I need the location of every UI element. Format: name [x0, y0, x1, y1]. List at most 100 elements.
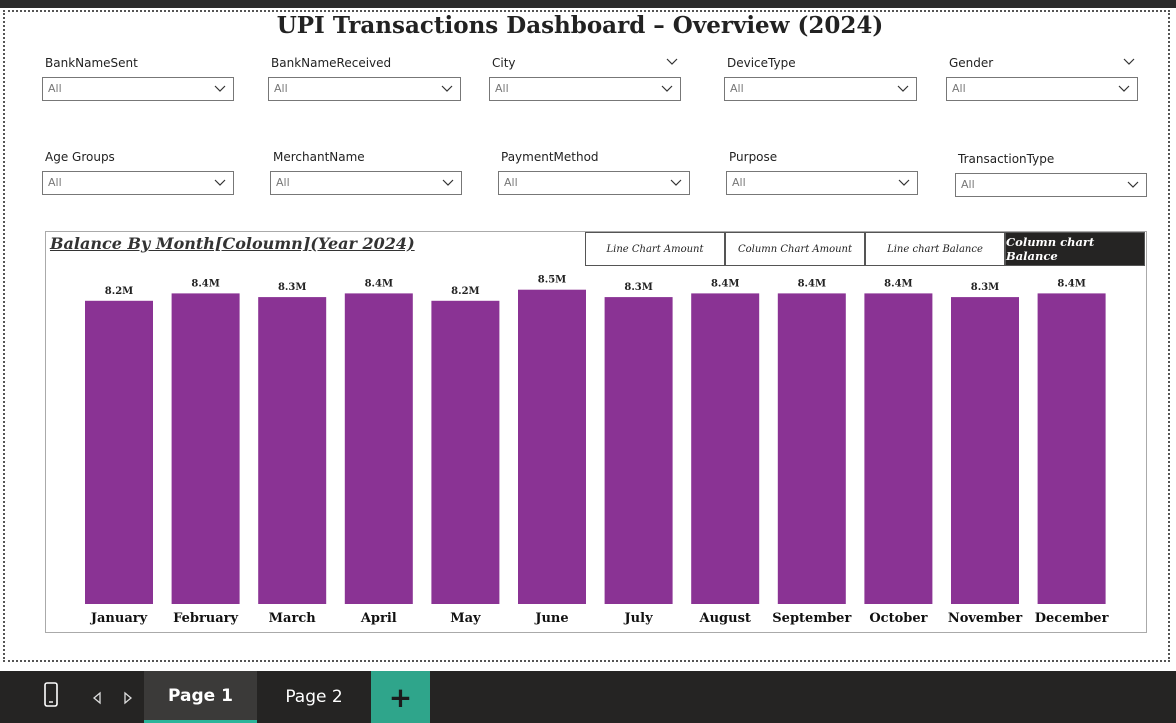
- slicer-label: DeviceType: [727, 56, 796, 70]
- x-tick-label: May: [450, 611, 481, 626]
- data-label: 8.4M: [191, 278, 219, 289]
- slicer-dropdown[interactable]: All: [955, 173, 1147, 197]
- next-page-icon[interactable]: [121, 690, 135, 705]
- slicer-label: PaymentMethod: [501, 150, 599, 164]
- prev-page-icon[interactable]: [90, 690, 104, 705]
- slicer-label-text: City: [492, 56, 516, 70]
- slicer-bank-name-received[interactable]: BankNameReceived All: [268, 56, 461, 101]
- chevron-down-icon[interactable]: [665, 54, 679, 68]
- slicer-value: All: [504, 176, 518, 189]
- slicer-label: MerchantName: [273, 150, 365, 164]
- slicer-value: All: [48, 176, 62, 189]
- chevron-down-icon[interactable]: [441, 175, 455, 189]
- slicer-city[interactable]: City All: [489, 56, 681, 101]
- slicer-dropdown[interactable]: All: [268, 77, 461, 101]
- bar-january[interactable]: [85, 300, 153, 604]
- x-tick-label: January: [90, 611, 148, 626]
- slicer-value: All: [276, 176, 290, 189]
- tab-page-2[interactable]: Page 2: [285, 687, 343, 707]
- data-label: 8.2M: [105, 286, 133, 297]
- bar-march[interactable]: [258, 297, 327, 604]
- toggle-column-chart-amount[interactable]: Column Chart Amount: [725, 232, 865, 266]
- bar-june[interactable]: [518, 289, 586, 604]
- bar-november[interactable]: [951, 297, 1019, 604]
- bar-august[interactable]: [691, 293, 760, 604]
- slicer-merchant-name[interactable]: MerchantName All: [270, 150, 462, 195]
- chevron-down-icon[interactable]: [669, 175, 683, 189]
- slicer-transaction-type[interactable]: TransactionType All: [955, 152, 1147, 197]
- slicer-age-groups[interactable]: Age Groups All: [42, 150, 234, 195]
- slicer-dropdown[interactable]: All: [946, 77, 1138, 101]
- slicer-label-text: Gender: [949, 56, 994, 70]
- x-tick-label: July: [624, 611, 654, 626]
- x-tick-label: November: [948, 611, 1022, 626]
- data-label: 8.3M: [278, 282, 306, 293]
- mobile-icon[interactable]: [40, 682, 62, 708]
- chevron-down-icon[interactable]: [896, 81, 910, 95]
- slicer-device-type[interactable]: DeviceType All: [724, 56, 917, 101]
- slicer-label: TransactionType: [958, 152, 1055, 166]
- slicer-dropdown[interactable]: All: [270, 171, 462, 195]
- slicer-gender[interactable]: Gender All: [946, 56, 1138, 101]
- report-canvas-border: [3, 10, 1170, 662]
- x-tick-label: March: [269, 611, 317, 626]
- data-label: 8.3M: [971, 282, 999, 293]
- data-label: 8.4M: [365, 278, 393, 289]
- slicer-value: All: [48, 82, 62, 95]
- toggle-column-chart-balance[interactable]: Column chart Balance: [1005, 232, 1145, 266]
- x-tick-label: December: [1035, 611, 1109, 626]
- slicer-payment-method[interactable]: PaymentMethod All: [498, 150, 690, 195]
- chart-title: Balance By Month[Coloumn](Year 2024): [50, 234, 415, 253]
- data-label: 8.4M: [1057, 278, 1085, 289]
- bar-february[interactable]: [171, 293, 240, 604]
- slicer-dropdown[interactable]: All: [42, 77, 234, 101]
- chevron-down-icon[interactable]: [1122, 54, 1136, 68]
- slicer-dropdown[interactable]: All: [498, 171, 690, 195]
- bar-april[interactable]: [344, 293, 413, 604]
- chevron-down-icon[interactable]: [213, 175, 227, 189]
- slicer-value: All: [495, 82, 509, 95]
- data-label: 8.5M: [538, 275, 566, 286]
- x-tick-label: April: [360, 611, 397, 626]
- data-label: 8.4M: [711, 278, 739, 289]
- slicer-label: Age Groups: [45, 150, 115, 164]
- slicer-label: Purpose: [729, 150, 778, 164]
- x-tick-label: August: [698, 611, 750, 626]
- chevron-down-icon[interactable]: [897, 175, 911, 189]
- bar-october[interactable]: [864, 293, 933, 604]
- page-title: UPI Transactions Dashboard – Overview (2…: [276, 12, 884, 39]
- chevron-down-icon[interactable]: [660, 81, 674, 95]
- slicer-value: All: [732, 176, 746, 189]
- slicer-value: All: [274, 82, 288, 95]
- toggle-line-chart-amount[interactable]: Line Chart Amount: [585, 232, 725, 266]
- slicer-dropdown[interactable]: All: [42, 171, 234, 195]
- add-page-button[interactable]: +: [371, 671, 430, 723]
- x-tick-label: September: [772, 611, 851, 626]
- bar-may[interactable]: [431, 300, 500, 604]
- column-chart: 8.2M January 8.4M February 8.3M March 8.4M Apri…: [85, 275, 1109, 626]
- bar-july[interactable]: [604, 297, 673, 604]
- tab-page-1[interactable]: Page 1: [144, 671, 257, 723]
- slicer-dropdown[interactable]: All: [489, 77, 681, 101]
- chevron-down-icon[interactable]: [440, 81, 454, 95]
- x-tick-label: June: [534, 611, 568, 626]
- chart-type-toggle-group: Line Chart Amount Column Chart Amount Li…: [585, 232, 1145, 266]
- slicer-value: All: [730, 82, 744, 95]
- slicer-dropdown[interactable]: All: [724, 77, 917, 101]
- x-tick-label: October: [869, 611, 927, 626]
- chevron-down-icon[interactable]: [1117, 81, 1131, 95]
- data-label: 8.4M: [884, 278, 912, 289]
- slicer-label: BankNameReceived: [271, 56, 392, 70]
- slicer-label: City: [489, 56, 681, 72]
- slicer-purpose[interactable]: Purpose All: [726, 150, 918, 195]
- bar-december[interactable]: [1037, 293, 1106, 604]
- chevron-down-icon[interactable]: [213, 81, 227, 95]
- slicer-bank-name-sent[interactable]: BankNameSent All: [42, 56, 234, 101]
- data-label: 8.3M: [624, 282, 652, 293]
- toggle-line-chart-balance[interactable]: Line chart Balance: [865, 232, 1005, 266]
- slicer-dropdown[interactable]: All: [726, 171, 918, 195]
- data-label: 8.4M: [798, 278, 826, 289]
- bar-september[interactable]: [777, 293, 846, 604]
- slicer-value: All: [961, 178, 975, 191]
- chevron-down-icon[interactable]: [1126, 177, 1140, 191]
